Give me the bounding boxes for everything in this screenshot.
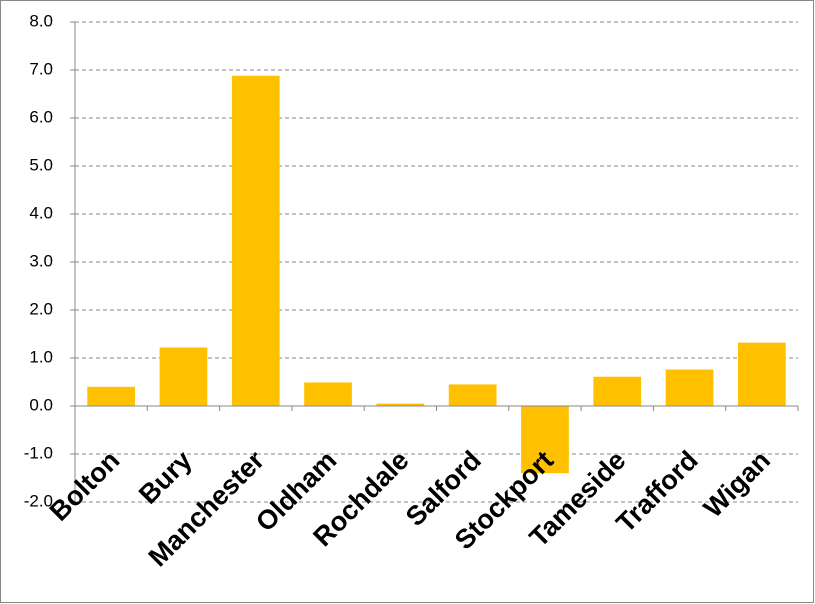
bar [376,403,425,406]
bar [159,347,208,406]
y-tick-label: 3.0 [29,251,53,270]
y-tick-label: 7.0 [29,59,53,78]
y-tick-label: 8.0 [29,11,53,30]
bar [593,376,642,406]
y-tick-label: 5.0 [29,155,53,174]
y-tick-label: -1.0 [24,443,53,462]
bar [231,75,280,406]
bar [665,369,714,406]
y-tick-label: 2.0 [29,299,53,318]
bar [521,406,569,474]
y-tick-label: 0.0 [29,395,53,414]
y-tick-label: 4.0 [29,203,53,222]
bar [87,386,136,406]
y-tick-label: 1.0 [29,347,53,366]
bar [304,382,352,406]
bar [737,342,786,406]
y-tick-label: -2.0 [24,491,53,510]
bar [448,384,497,406]
y-tick-label: 6.0 [29,107,53,126]
